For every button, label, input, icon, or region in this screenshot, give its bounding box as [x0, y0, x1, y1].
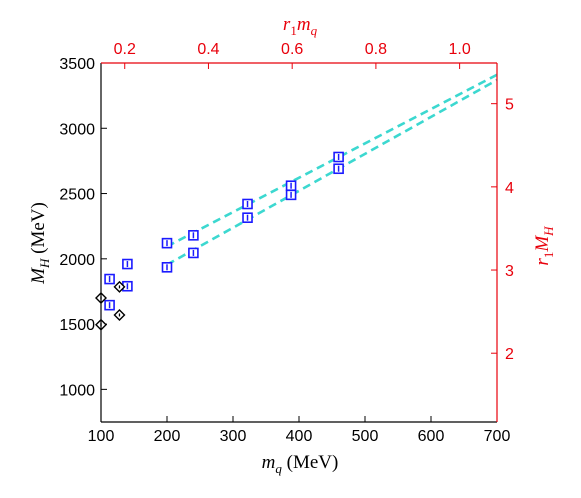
plot-frame — [100, 62, 498, 423]
right-tick-label: 2 — [505, 346, 514, 363]
y-axis-title: MH (MeV) — [28, 202, 52, 285]
x-tick-label: 200 — [154, 428, 181, 445]
fit-line — [166, 78, 498, 266]
y-tick-label: 3000 — [59, 121, 95, 138]
x-axis-title: mq (MeV) — [262, 452, 339, 476]
top-tick-label: 0.2 — [114, 41, 136, 58]
top-tick-label: 1.0 — [448, 41, 470, 58]
right-axis-title: r1MH — [532, 226, 556, 266]
x-tick-label: 300 — [220, 428, 247, 445]
data-markers — [95, 151, 344, 331]
fit-lines — [166, 73, 498, 266]
tick-labels: 100 200 300 400 500 600 700 1000 1500 2000 2500 300… — [59, 41, 514, 445]
right-tick-label: 3 — [505, 263, 514, 280]
top-tick-label: 0.8 — [365, 41, 387, 58]
y-tick-label: 2500 — [59, 187, 95, 204]
y-tick-label: 3500 — [59, 56, 95, 73]
fit-line — [166, 73, 498, 248]
x-tick-label: 100 — [88, 428, 115, 445]
y-tick-label: 1000 — [59, 382, 95, 399]
x-tick-label: 600 — [418, 428, 445, 445]
top-tick-label: 0.4 — [197, 41, 219, 58]
x-tick-label: 400 — [286, 428, 313, 445]
y-tick-label: 1500 — [59, 317, 95, 334]
top-axis-title: r1mq — [283, 14, 318, 38]
y-tick-label: 2000 — [59, 252, 95, 269]
x-tick-label: 500 — [352, 428, 379, 445]
right-tick-label: 5 — [505, 97, 514, 114]
top-tick-label: 0.6 — [281, 41, 303, 58]
axis-ticks — [100, 62, 498, 422]
x-tick-label: 700 — [484, 428, 511, 445]
right-tick-label: 4 — [505, 180, 514, 197]
